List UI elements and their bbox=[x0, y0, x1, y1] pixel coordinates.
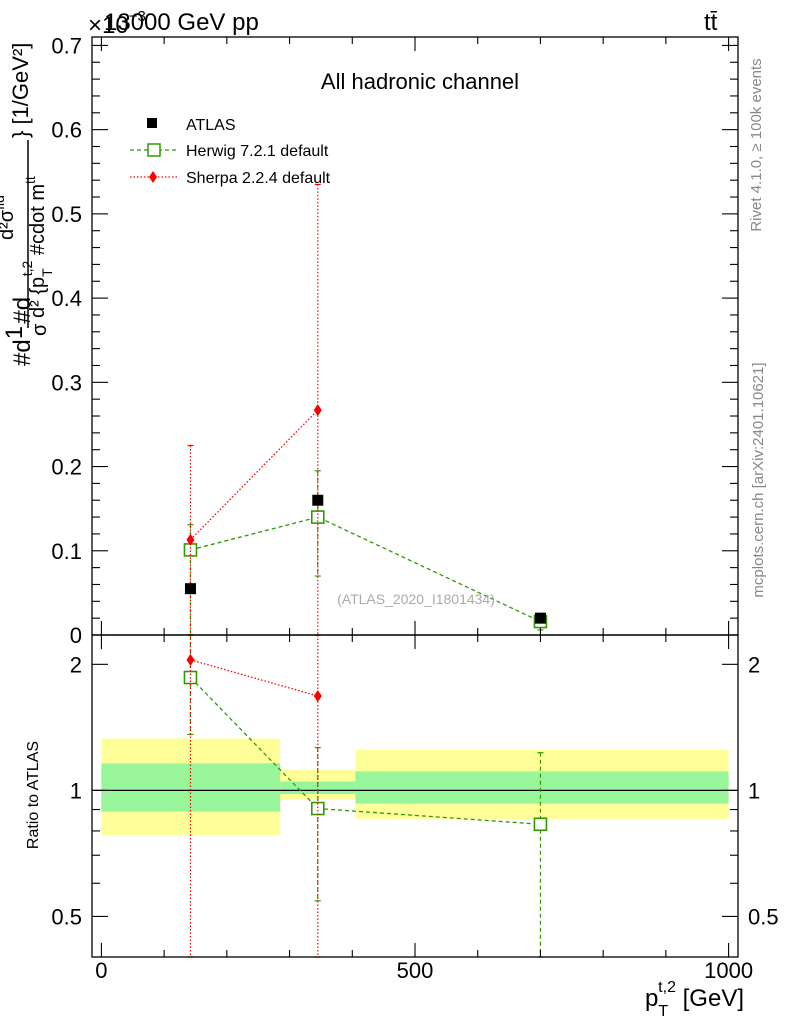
main-point-atlas-2 bbox=[534, 612, 546, 624]
y-scale-exponent-base: ×10 bbox=[88, 12, 129, 39]
y-scale-exponent-power: −3 bbox=[129, 8, 146, 25]
ylabel-units: } [1/GeV²] bbox=[8, 43, 33, 138]
rivet-version-label: Rivet 4.1.0, ≥ 100k events bbox=[748, 58, 765, 231]
xlabel-part-d: [GeV] bbox=[676, 985, 744, 1012]
main-line-sherpa-2-2-4-default bbox=[190, 409, 319, 541]
ratio-point-herwig-7-2-1-default-2 bbox=[533, 817, 548, 832]
header-energy-label: 13000 GeV pp bbox=[104, 9, 259, 36]
main-y-tick-label-1: 0.1 bbox=[51, 539, 82, 564]
ylabel-part-k: tt bbox=[22, 176, 38, 184]
ratio-y-tick-label-right-0: 0.5 bbox=[748, 904, 779, 929]
ylabel-prefix: #d1σ#d bbox=[1, 297, 51, 366]
ticks-layer: 0 500 1000 0 0.1 0.2 0.3 0.4 0.5 0.6 0.7 0.5 0.5 1 1 2 2 bbox=[51, 33, 778, 983]
ylabel-part-c: σ bbox=[29, 323, 51, 336]
legend-label-sherpa: Sherpa 2.2.4 default bbox=[186, 170, 331, 187]
main-point-sherpa-2-2-4-default-0 bbox=[186, 533, 195, 546]
main-y-tick-label-4: 0.4 bbox=[51, 286, 82, 311]
ratio-y-tick-label-left-0: 0.5 bbox=[51, 904, 82, 929]
x-tick-label-0: 0 bbox=[95, 958, 107, 983]
main-marks-layer bbox=[183, 183, 548, 636]
ratio-y-tick-label-left-2: 2 bbox=[70, 652, 82, 677]
main-y-tick-label-5: 0.5 bbox=[51, 202, 82, 227]
legend-marker-atlas bbox=[147, 118, 157, 128]
ylabel-part-e: d²σ bbox=[0, 209, 18, 240]
main-panel-title: All hadronic channel bbox=[321, 69, 519, 94]
ratio-y-tick-label-right-2: 2 bbox=[748, 652, 760, 677]
main-point-sherpa-2-2-4-default-1 bbox=[313, 404, 322, 417]
main-y-tick-label-7: 0.7 bbox=[51, 33, 82, 58]
main-y-tick-label-3: 0.3 bbox=[51, 370, 82, 395]
ratio-point-sherpa-2-2-4-default-1 bbox=[313, 690, 322, 703]
main-y-tick-label-0: 0 bbox=[70, 623, 82, 648]
legend-marker-herwig bbox=[147, 143, 161, 157]
ratio-bands-layer bbox=[92, 738, 738, 836]
ylabel-part-b: 1 bbox=[1, 326, 28, 339]
ylabel-numerator: d²σfid bbox=[0, 195, 18, 240]
x-tick-label-500: 500 bbox=[397, 958, 434, 983]
main-point-atlas-0 bbox=[184, 583, 196, 595]
y-scale-exponent-label: ×10−3 bbox=[88, 8, 146, 39]
ratio-y-tick-label-right-1: 1 bbox=[748, 778, 760, 803]
ratio-y-tick-label-left-1: 1 bbox=[70, 778, 82, 803]
ylabel-part-g: d² {p bbox=[27, 277, 49, 318]
xlabel-part-a: p bbox=[645, 985, 658, 1012]
ylabel-part-d: #d bbox=[9, 297, 36, 324]
ylabel-part-h: T bbox=[39, 268, 55, 277]
ylabel-part-a: #d bbox=[9, 339, 36, 366]
ratio-line-sherpa-2-2-4-default bbox=[190, 659, 318, 697]
xlabel-part-c: t,2 bbox=[658, 979, 676, 996]
legend-label-atlas: ATLAS bbox=[186, 117, 236, 134]
ylabel-part-i: t,2 bbox=[19, 261, 35, 277]
main-line-herwig-7-2-1-default bbox=[190, 516, 541, 623]
legend-label-herwig: Herwig 7.2.1 default bbox=[186, 143, 329, 160]
analysis-watermark: (ATLAS_2020_I1801434) bbox=[337, 591, 495, 607]
ratio-stat-band-2 bbox=[355, 771, 729, 804]
x-axis-label: pTt,2 [GeV] bbox=[645, 979, 744, 1020]
legend-marker-sherpa bbox=[149, 171, 157, 183]
ratio-y-axis-label: Ratio to ATLAS bbox=[25, 741, 42, 849]
main-y-axis-label: #d1σ#d d²σfid d² {pTt,2 #cdot mtt } [1/G… bbox=[0, 43, 55, 366]
ylabel-part-f: fid bbox=[0, 195, 7, 210]
xlabel-part-b: T bbox=[658, 1003, 668, 1020]
legend: ATLAS Herwig 7.2.1 default Sherpa 2.2.4 … bbox=[130, 117, 331, 187]
ylabel-part-j: #cdot m bbox=[27, 184, 49, 261]
header-process-label: tt̄ bbox=[704, 9, 718, 36]
mcplots-citation-label: mcplots.cern.ch [arXiv:2401.10621] bbox=[750, 362, 767, 597]
x-tick-label-1000: 1000 bbox=[704, 958, 753, 983]
main-point-atlas-1 bbox=[312, 494, 324, 506]
ratio-point-sherpa-2-2-4-default-0 bbox=[186, 653, 195, 666]
main-y-tick-label-2: 0.2 bbox=[51, 455, 82, 480]
main-y-tick-label-6: 0.6 bbox=[51, 118, 82, 143]
ylabel-denominator: d² {pTt,2 #cdot mtt bbox=[19, 176, 55, 318]
